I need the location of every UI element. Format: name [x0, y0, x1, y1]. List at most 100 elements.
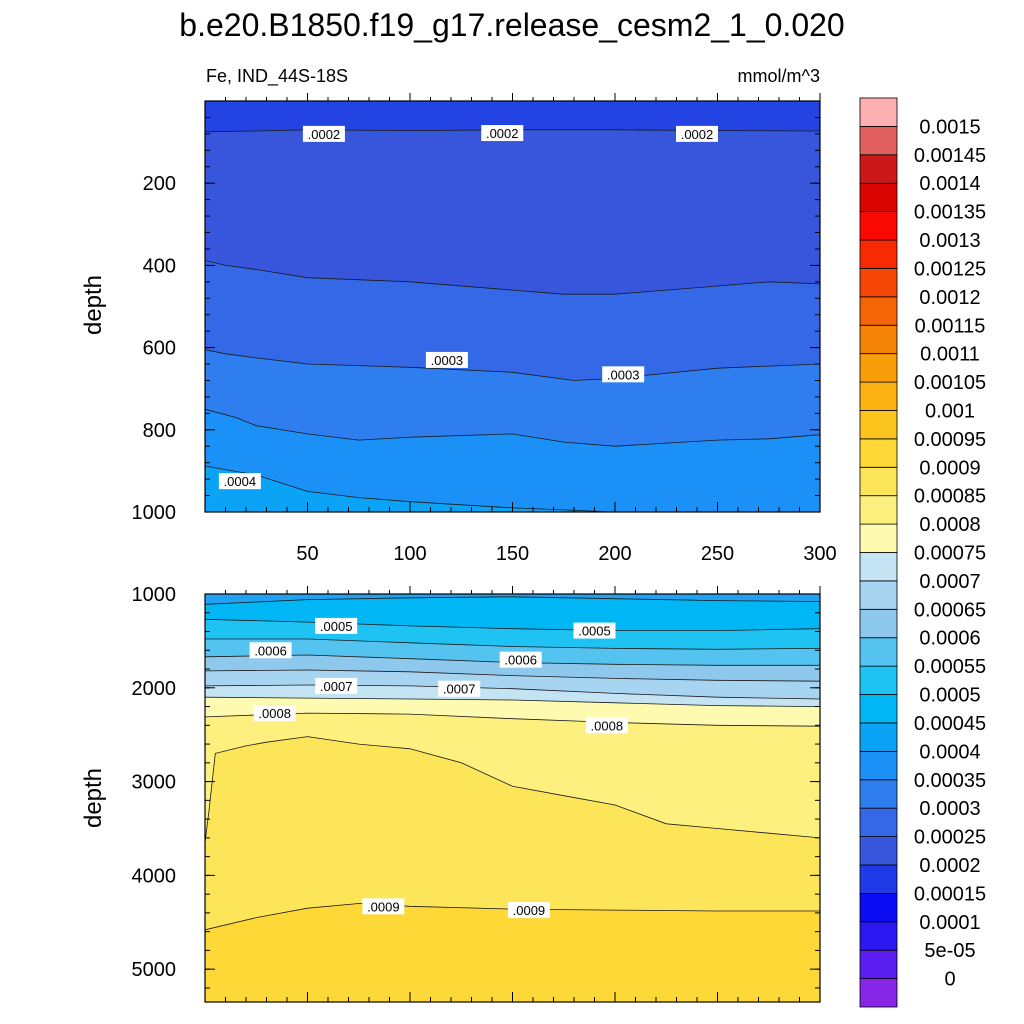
contour-line	[205, 669, 820, 682]
contour-label: .0005	[315, 617, 358, 634]
contour-line	[205, 618, 820, 631]
colorbar-label: 0.0001	[919, 912, 980, 934]
contour-line	[205, 596, 820, 605]
contour-label: .0006	[249, 642, 292, 659]
colorbar-swatch	[859, 353, 898, 383]
contour-line	[205, 465, 820, 512]
contour-line	[205, 408, 820, 447]
contour-label: .0006	[499, 651, 542, 668]
colorbar-label: 0.00065	[914, 599, 986, 621]
contour-label-text: .0008	[591, 718, 624, 733]
contour-label: .0007	[315, 677, 358, 694]
colorbar-swatch	[859, 438, 898, 468]
colorbar-label: 0.0008	[919, 514, 980, 536]
x-tick-label: 50	[296, 543, 318, 565]
colorbar-swatch	[859, 864, 898, 894]
colorbar-label: 0	[944, 969, 955, 991]
contour-line	[205, 903, 820, 931]
contour-band	[205, 466, 820, 512]
colorbar-swatch	[859, 466, 898, 497]
contour-line	[205, 696, 820, 707]
colorbar-label: 0.0013	[919, 230, 980, 252]
colorbar-swatch	[859, 495, 898, 525]
contour-label-text: .0008	[258, 706, 291, 721]
contour-label-text: .0003	[607, 367, 640, 382]
contour-label: .0008	[253, 705, 296, 722]
colorbar-swatch	[859, 807, 898, 837]
colorbar-swatch	[859, 665, 898, 695]
x-tick-label: 250	[701, 543, 734, 565]
contour-label-text: .0002	[486, 126, 519, 141]
colorbar-label: 0.0007	[919, 571, 980, 593]
colorbar-label: 5e-05	[924, 940, 975, 962]
colorbar-swatch	[859, 211, 898, 241]
colorbar-swatch	[859, 296, 898, 326]
contour-label-text: .0006	[504, 653, 537, 668]
contour-line	[205, 638, 820, 650]
colorbar-label: 0.001	[925, 400, 975, 422]
contour-label: .0002	[676, 125, 718, 142]
y-tick-label: 2000	[132, 678, 177, 700]
colorbar-swatch	[859, 836, 898, 866]
colorbar-swatch	[859, 126, 898, 156]
y-tick-label: 5000	[132, 959, 177, 981]
colorbar-label: 0.0011	[920, 344, 980, 366]
x-tick-label: 300	[803, 543, 836, 565]
colorbar: 0 5e-05 0.0001 0.00015 0.0002 0.00025 0.0003 0.…	[859, 97, 986, 1008]
upper-y-axis-label: depth	[80, 275, 107, 335]
colorbar-label: 0.0003	[919, 798, 980, 820]
contour-label-text: .0009	[367, 899, 400, 914]
colorbar-label: 0.00055	[914, 656, 986, 678]
colorbar-swatch	[859, 921, 898, 951]
contour-label: .0003	[425, 351, 468, 368]
contour-label: .0007	[438, 680, 481, 697]
colorbar-label: 0.00135	[914, 202, 986, 224]
contour-label: .0005	[573, 622, 616, 639]
colorbar-label: 0.0015	[919, 116, 980, 138]
contour-label-text: .0007	[443, 682, 476, 697]
colorbar-label: 0.0002	[919, 855, 980, 877]
colorbar-label: 0.00045	[914, 713, 986, 735]
contour-label-text: .0002	[308, 127, 341, 142]
contour-label: .0002	[302, 125, 345, 142]
colorbar-swatch	[859, 182, 898, 213]
colorbar-swatch	[859, 722, 898, 752]
contour-line	[205, 736, 820, 843]
contour-line	[205, 349, 820, 381]
y-tick-label: 600	[143, 338, 176, 360]
colorbar-swatch	[859, 949, 898, 979]
contour-label-text: .0005	[320, 619, 353, 634]
colorbar-swatch	[859, 154, 898, 184]
contour-label: .0008	[585, 717, 628, 734]
contour-label: .0009	[362, 898, 405, 915]
colorbar-label: 0.00085	[914, 486, 986, 508]
colorbar-swatch	[859, 637, 898, 667]
colorbar-swatch	[859, 779, 898, 809]
colorbar-swatch	[859, 892, 898, 923]
colorbar-swatch	[859, 750, 898, 781]
contour-label-text: .0007	[320, 679, 353, 694]
y-tick-label: 400	[143, 255, 176, 277]
colorbar-label: 0.00015	[914, 883, 986, 905]
x-tick-label: 200	[598, 543, 631, 565]
colorbar-swatch	[859, 608, 898, 639]
colorbar-label: 0.0006	[919, 628, 980, 650]
contour-label-text: .0002	[681, 127, 714, 142]
contour-line	[205, 684, 820, 700]
x-tick-label: 150	[496, 543, 529, 565]
upper-panel: .0002 .0002 .0002 .0003 .0003 .0004 50 100 150 20…	[132, 93, 837, 565]
colorbar-label: 0.0012	[919, 287, 980, 309]
contour-band	[205, 903, 820, 1002]
lower-y-axis-label: depth	[80, 768, 107, 828]
colorbar-label: 0.0009	[919, 457, 980, 479]
contour-label: .0003	[602, 366, 645, 383]
y-tick-label: 800	[143, 420, 176, 442]
colorbar-label: 0.00115	[915, 315, 986, 337]
units-label: mmol/m^3	[738, 66, 820, 86]
y-tick-label: 1000	[132, 584, 177, 606]
colorbar-swatch	[859, 978, 898, 1008]
colorbar-swatch	[859, 97, 898, 127]
contour-label: .0004	[218, 473, 261, 490]
colorbar-swatch	[859, 552, 898, 582]
